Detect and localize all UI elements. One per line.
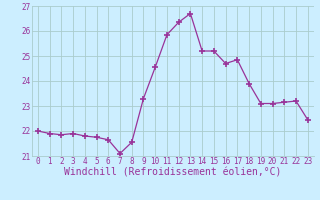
X-axis label: Windchill (Refroidissement éolien,°C): Windchill (Refroidissement éolien,°C) — [64, 168, 282, 178]
